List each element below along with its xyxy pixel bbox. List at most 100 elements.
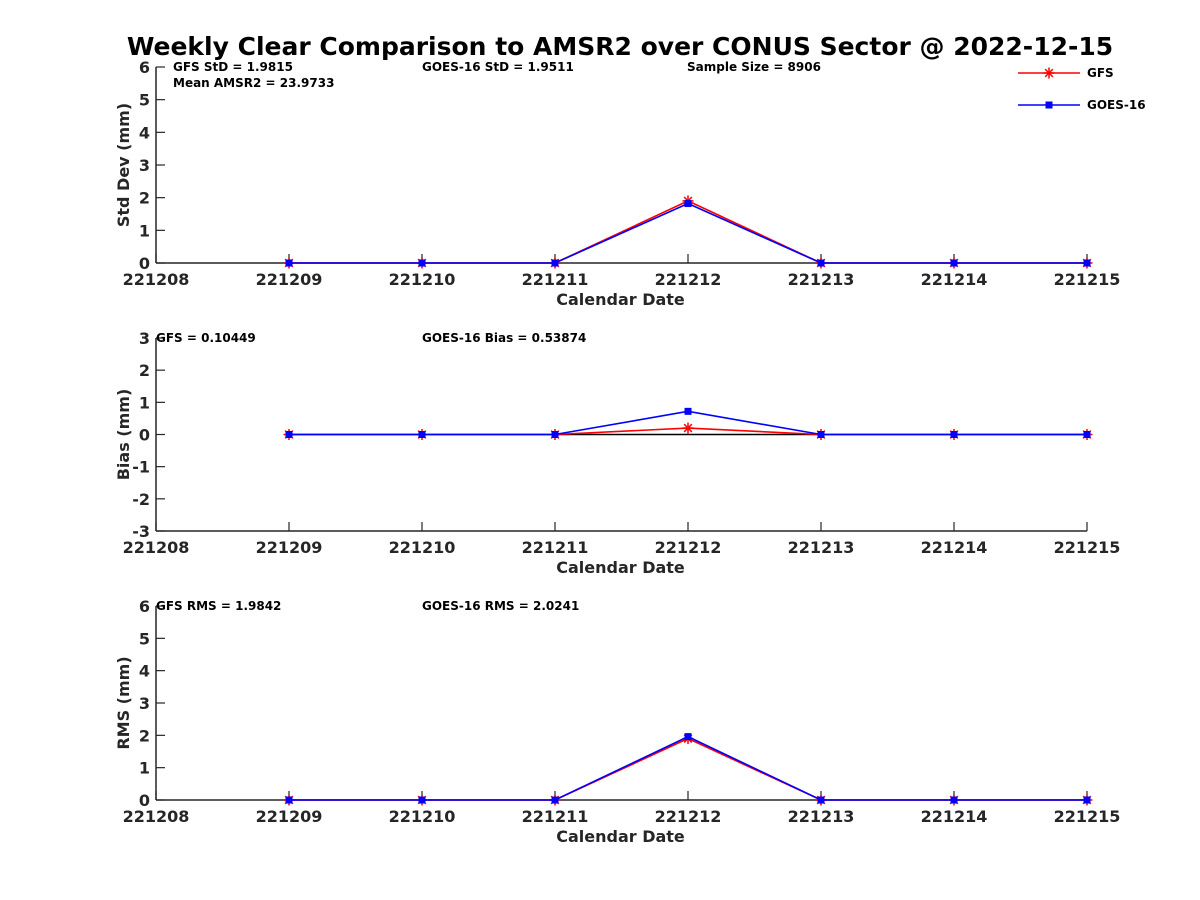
x-tick-label: 221213 [788, 807, 855, 826]
y-axis-label: Std Dev (mm) [114, 103, 133, 227]
x-tick-label: 221211 [522, 538, 589, 557]
x-tick-label: 221214 [921, 807, 988, 826]
x-tick-label: 221213 [788, 270, 855, 289]
panel-rms-mm: 221208 221209 221210 221211 221212 221213 2212… [114, 597, 1120, 846]
annotation-goes-std: GOES-16 StD = 1.9511 [422, 60, 574, 74]
data-point-goes-16 [418, 796, 426, 804]
x-tick-label: 221215 [1054, 807, 1121, 826]
series-goes-16 [285, 407, 1091, 438]
data-point-goes-16 [285, 431, 293, 438]
y-tick-label: 5 [139, 629, 150, 648]
x-axis-label: Calendar Date [556, 290, 685, 309]
y-tick-label: 4 [139, 123, 150, 142]
data-point-goes-16 [817, 431, 825, 438]
x-tick-label: 221210 [389, 270, 456, 289]
y-tick-label: 1 [139, 221, 150, 240]
data-point-goes-16 [950, 796, 958, 804]
x-tick-label: 221210 [389, 538, 456, 557]
series-goes-16 [285, 733, 1091, 804]
x-tick-label: 221208 [123, 538, 190, 557]
x-axis-label: Calendar Date [556, 827, 685, 846]
data-point-goes-16 [950, 431, 958, 438]
y-tick-label: 2 [139, 189, 150, 208]
annotation-goes-rms: GOES-16 RMS = 2.0241 [422, 599, 579, 613]
y-tick-label: 6 [139, 58, 150, 77]
annotation-gfs-rms: GFS RMS = 1.9842 [156, 599, 281, 613]
panel-bias-mm: 221208 221209 221210 221211 221212 221213 2212… [114, 329, 1120, 577]
data-point-goes-16 [285, 259, 293, 267]
data-point-goes-16 [1083, 796, 1091, 804]
data-point-goes-16 [551, 796, 559, 804]
data-point-goes-16 [817, 259, 825, 267]
y-axis-label: RMS (mm) [114, 656, 133, 749]
data-point-goes-16 [817, 796, 825, 804]
y-tick-label: -2 [132, 490, 150, 509]
chart-panels: 221208 221209 221210 221211 221212 221213 2212… [114, 58, 1120, 846]
data-point-gfs [682, 422, 694, 434]
figure-title: Weekly Clear Comparison to AMSR2 over CO… [127, 32, 1113, 61]
y-tick-label: 1 [139, 393, 150, 412]
x-tick-label: 221210 [389, 807, 456, 826]
legend-goes16-marker [1045, 101, 1053, 109]
data-point-goes-16 [1083, 431, 1091, 438]
x-tick-label: 221209 [256, 538, 323, 557]
x-tick-label: 221212 [655, 270, 722, 289]
panel-std-dev-mm: 221208 221209 221210 221211 221212 221213 2212… [114, 58, 1120, 309]
data-point-goes-16 [418, 431, 426, 438]
y-tick-label: 3 [139, 694, 150, 713]
y-tick-label: 4 [139, 662, 150, 681]
series-goes-16 [285, 200, 1091, 267]
annotation-gfs-bias: GFS = 0.10449 [156, 331, 256, 345]
data-point-goes-16 [950, 259, 958, 267]
x-tick-label: 221213 [788, 538, 855, 557]
y-tick-label: 1 [139, 759, 150, 778]
y-tick-label: -3 [132, 522, 150, 541]
data-point-goes-16 [684, 407, 692, 415]
y-tick-label: 6 [139, 597, 150, 616]
x-tick-label: 221212 [655, 807, 722, 826]
x-tick-label: 221208 [123, 270, 190, 289]
data-point-goes-16 [551, 259, 559, 267]
y-tick-label: 2 [139, 361, 150, 380]
x-tick-label: 221215 [1054, 270, 1121, 289]
y-tick-label: 0 [139, 426, 150, 445]
x-axis-label: Calendar Date [556, 558, 685, 577]
y-tick-label: 2 [139, 726, 150, 745]
annotation-mean-amsr2: Mean AMSR2 = 23.9733 [173, 76, 334, 90]
y-tick-label: 3 [139, 156, 150, 175]
x-tick-label: 221209 [256, 807, 323, 826]
legend-marker-gfs [1043, 67, 1055, 79]
data-point-goes-16 [684, 733, 692, 741]
series-line-gfs [289, 737, 1087, 801]
x-tick-label: 221214 [921, 270, 988, 289]
data-point-goes-16 [285, 796, 293, 804]
legend-gfs-marker [1043, 67, 1055, 79]
data-point-goes-16 [684, 200, 692, 208]
series-gfs [283, 422, 1093, 440]
x-tick-label: 221211 [522, 270, 589, 289]
x-tick-label: 221209 [256, 270, 323, 289]
y-axis-label: Bias (mm) [114, 389, 133, 481]
legend: GFS GOES-16 [1018, 66, 1146, 112]
x-tick-label: 221211 [522, 807, 589, 826]
y-tick-label: 0 [139, 254, 150, 273]
data-point-goes-16 [551, 431, 559, 438]
series-line-gfs [289, 200, 1087, 264]
annotation-gfs-std: GFS StD = 1.9815 [173, 60, 293, 74]
y-tick-label: 3 [139, 329, 150, 348]
x-tick-label: 221212 [655, 538, 722, 557]
annotation-goes-bias: GOES-16 Bias = 0.53874 [422, 331, 586, 345]
x-tick-label: 221215 [1054, 538, 1121, 557]
legend-gfs-label: GFS [1087, 66, 1114, 80]
legend-goes16-label: GOES-16 [1087, 98, 1146, 112]
x-tick-label: 221208 [123, 807, 190, 826]
y-tick-label: -1 [132, 458, 150, 477]
data-point-goes-16 [418, 259, 426, 267]
y-tick-label: 0 [139, 791, 150, 810]
series-line-goes-16 [289, 735, 1087, 801]
x-tick-label: 221214 [921, 538, 988, 557]
data-point-goes-16 [1083, 259, 1091, 267]
y-tick-label: 5 [139, 91, 150, 110]
annotation-sample-size: Sample Size = 8906 [687, 60, 821, 74]
